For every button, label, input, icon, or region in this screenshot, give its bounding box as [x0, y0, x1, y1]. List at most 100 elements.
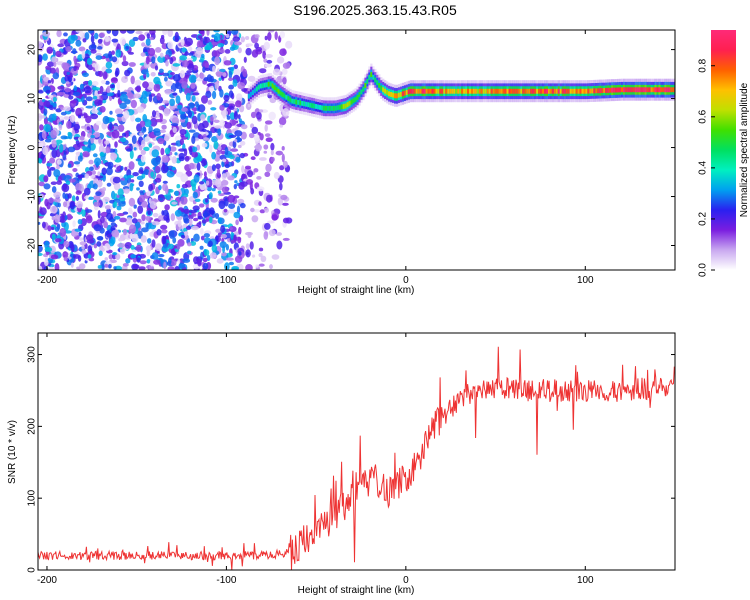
heatmap-cell — [226, 30, 232, 35]
heatmap-cell — [219, 89, 224, 98]
heatmap-cell — [82, 72, 89, 78]
heatmap-cell — [259, 68, 267, 74]
heatmap-cell — [177, 219, 182, 228]
heatmap-cell — [208, 192, 213, 200]
heatmap-cell — [115, 67, 120, 77]
heatmap-cell — [354, 96, 357, 102]
heatmap-cell — [138, 266, 146, 270]
heatmap-cell — [597, 88, 600, 94]
heatmap-cell — [128, 197, 136, 207]
heatmap-cell — [153, 76, 161, 85]
heatmap-cell — [652, 87, 655, 93]
heatmap-cell — [58, 124, 63, 131]
heatmap-cell — [180, 173, 189, 183]
heatmap-cell — [49, 245, 56, 254]
heatmap-cell — [185, 37, 194, 46]
heatmap-cell — [93, 139, 99, 145]
heatmap-cell — [109, 110, 113, 115]
heatmap-cell — [69, 72, 73, 79]
heatmap-cell — [215, 163, 221, 170]
heatmap-cell — [162, 209, 169, 216]
heatmap-cell — [97, 210, 101, 219]
heatmap-cell — [275, 150, 283, 156]
heatmap-cell — [234, 255, 243, 263]
heatmap-cell — [136, 187, 140, 191]
heatmap-cell — [282, 237, 290, 241]
spectrogram-frame — [37, 29, 676, 271]
heatmap-cell — [135, 117, 142, 123]
heatmap-cell — [253, 134, 260, 142]
heatmap-cell — [186, 70, 193, 74]
heatmap-cell — [245, 47, 252, 56]
heatmap-cell — [664, 87, 667, 93]
heatmap-cell — [145, 38, 151, 46]
heatmap-cell — [59, 227, 67, 237]
heatmap-cell — [134, 221, 141, 229]
heatmap-cell — [164, 54, 170, 60]
heatmap-cell — [289, 97, 292, 103]
heatmap-cell — [82, 38, 87, 43]
heatmap-cell — [270, 142, 275, 151]
heatmap-cell — [494, 88, 497, 94]
heatmap-cell — [203, 233, 210, 238]
heatmap-cell — [79, 241, 87, 246]
heatmap-cell — [259, 83, 262, 89]
heatmap-cell — [85, 105, 94, 109]
heatmap-cell — [84, 173, 90, 179]
heatmap-cell — [241, 173, 246, 179]
heatmap-cell — [235, 100, 242, 108]
heatmap-cell — [159, 68, 164, 74]
x-tick-label: 0 — [403, 275, 409, 286]
heatmap-cell — [39, 207, 47, 216]
heatmap-cell — [309, 102, 312, 108]
heatmap-cell — [123, 228, 127, 236]
heatmap-cell — [271, 83, 274, 89]
heatmap-cell — [145, 245, 152, 252]
heatmap-cell — [264, 120, 273, 125]
heatmap-cell — [137, 205, 144, 214]
heatmap-cell — [282, 108, 290, 117]
heatmap-cell — [85, 234, 94, 241]
heatmap-cell — [607, 87, 610, 93]
heatmap-cell — [116, 194, 120, 199]
heatmap-cell — [195, 47, 204, 55]
heatmap-cell — [411, 88, 414, 94]
heatmap-cell — [291, 98, 294, 104]
heatmap-cell — [139, 120, 146, 128]
heatmap-cell — [43, 108, 48, 116]
heatmap-cell — [282, 62, 291, 69]
heatmap-cell — [128, 62, 136, 67]
heatmap-cell — [102, 147, 106, 154]
heatmap-cell — [162, 180, 168, 184]
heatmap-cell — [70, 243, 75, 253]
heatmap-cell — [358, 92, 361, 98]
heatmap-cell — [235, 156, 241, 163]
heatmap-cell — [194, 101, 199, 108]
heatmap-cell — [138, 194, 146, 203]
heatmap-cell — [221, 252, 227, 257]
heatmap-cell — [49, 167, 56, 171]
heatmap-cell — [53, 197, 61, 203]
heatmap-cell — [47, 117, 54, 122]
heatmap-cell — [174, 209, 182, 217]
heatmap-cell — [154, 119, 163, 123]
heatmap-cell — [151, 239, 156, 248]
heatmap-cell — [433, 88, 436, 94]
heatmap-cell — [60, 135, 68, 140]
heatmap-cell — [172, 74, 181, 82]
colorbar-scale — [711, 30, 736, 270]
heatmap-cell — [113, 182, 121, 191]
heatmap-cell — [228, 70, 233, 79]
heatmap-cell — [209, 207, 215, 215]
heatmap-cell — [191, 34, 199, 38]
heatmap-cell — [188, 102, 195, 109]
heatmap-cell — [90, 49, 97, 54]
heatmap-cell — [77, 155, 83, 162]
heatmap-cell — [297, 100, 300, 105]
heatmap-cell — [136, 175, 144, 181]
heatmap-cell — [581, 88, 584, 94]
heatmap-cell — [471, 88, 474, 94]
heatmap-cell — [247, 93, 251, 99]
heatmap-cell — [62, 192, 66, 199]
heatmap-cell — [237, 144, 242, 149]
